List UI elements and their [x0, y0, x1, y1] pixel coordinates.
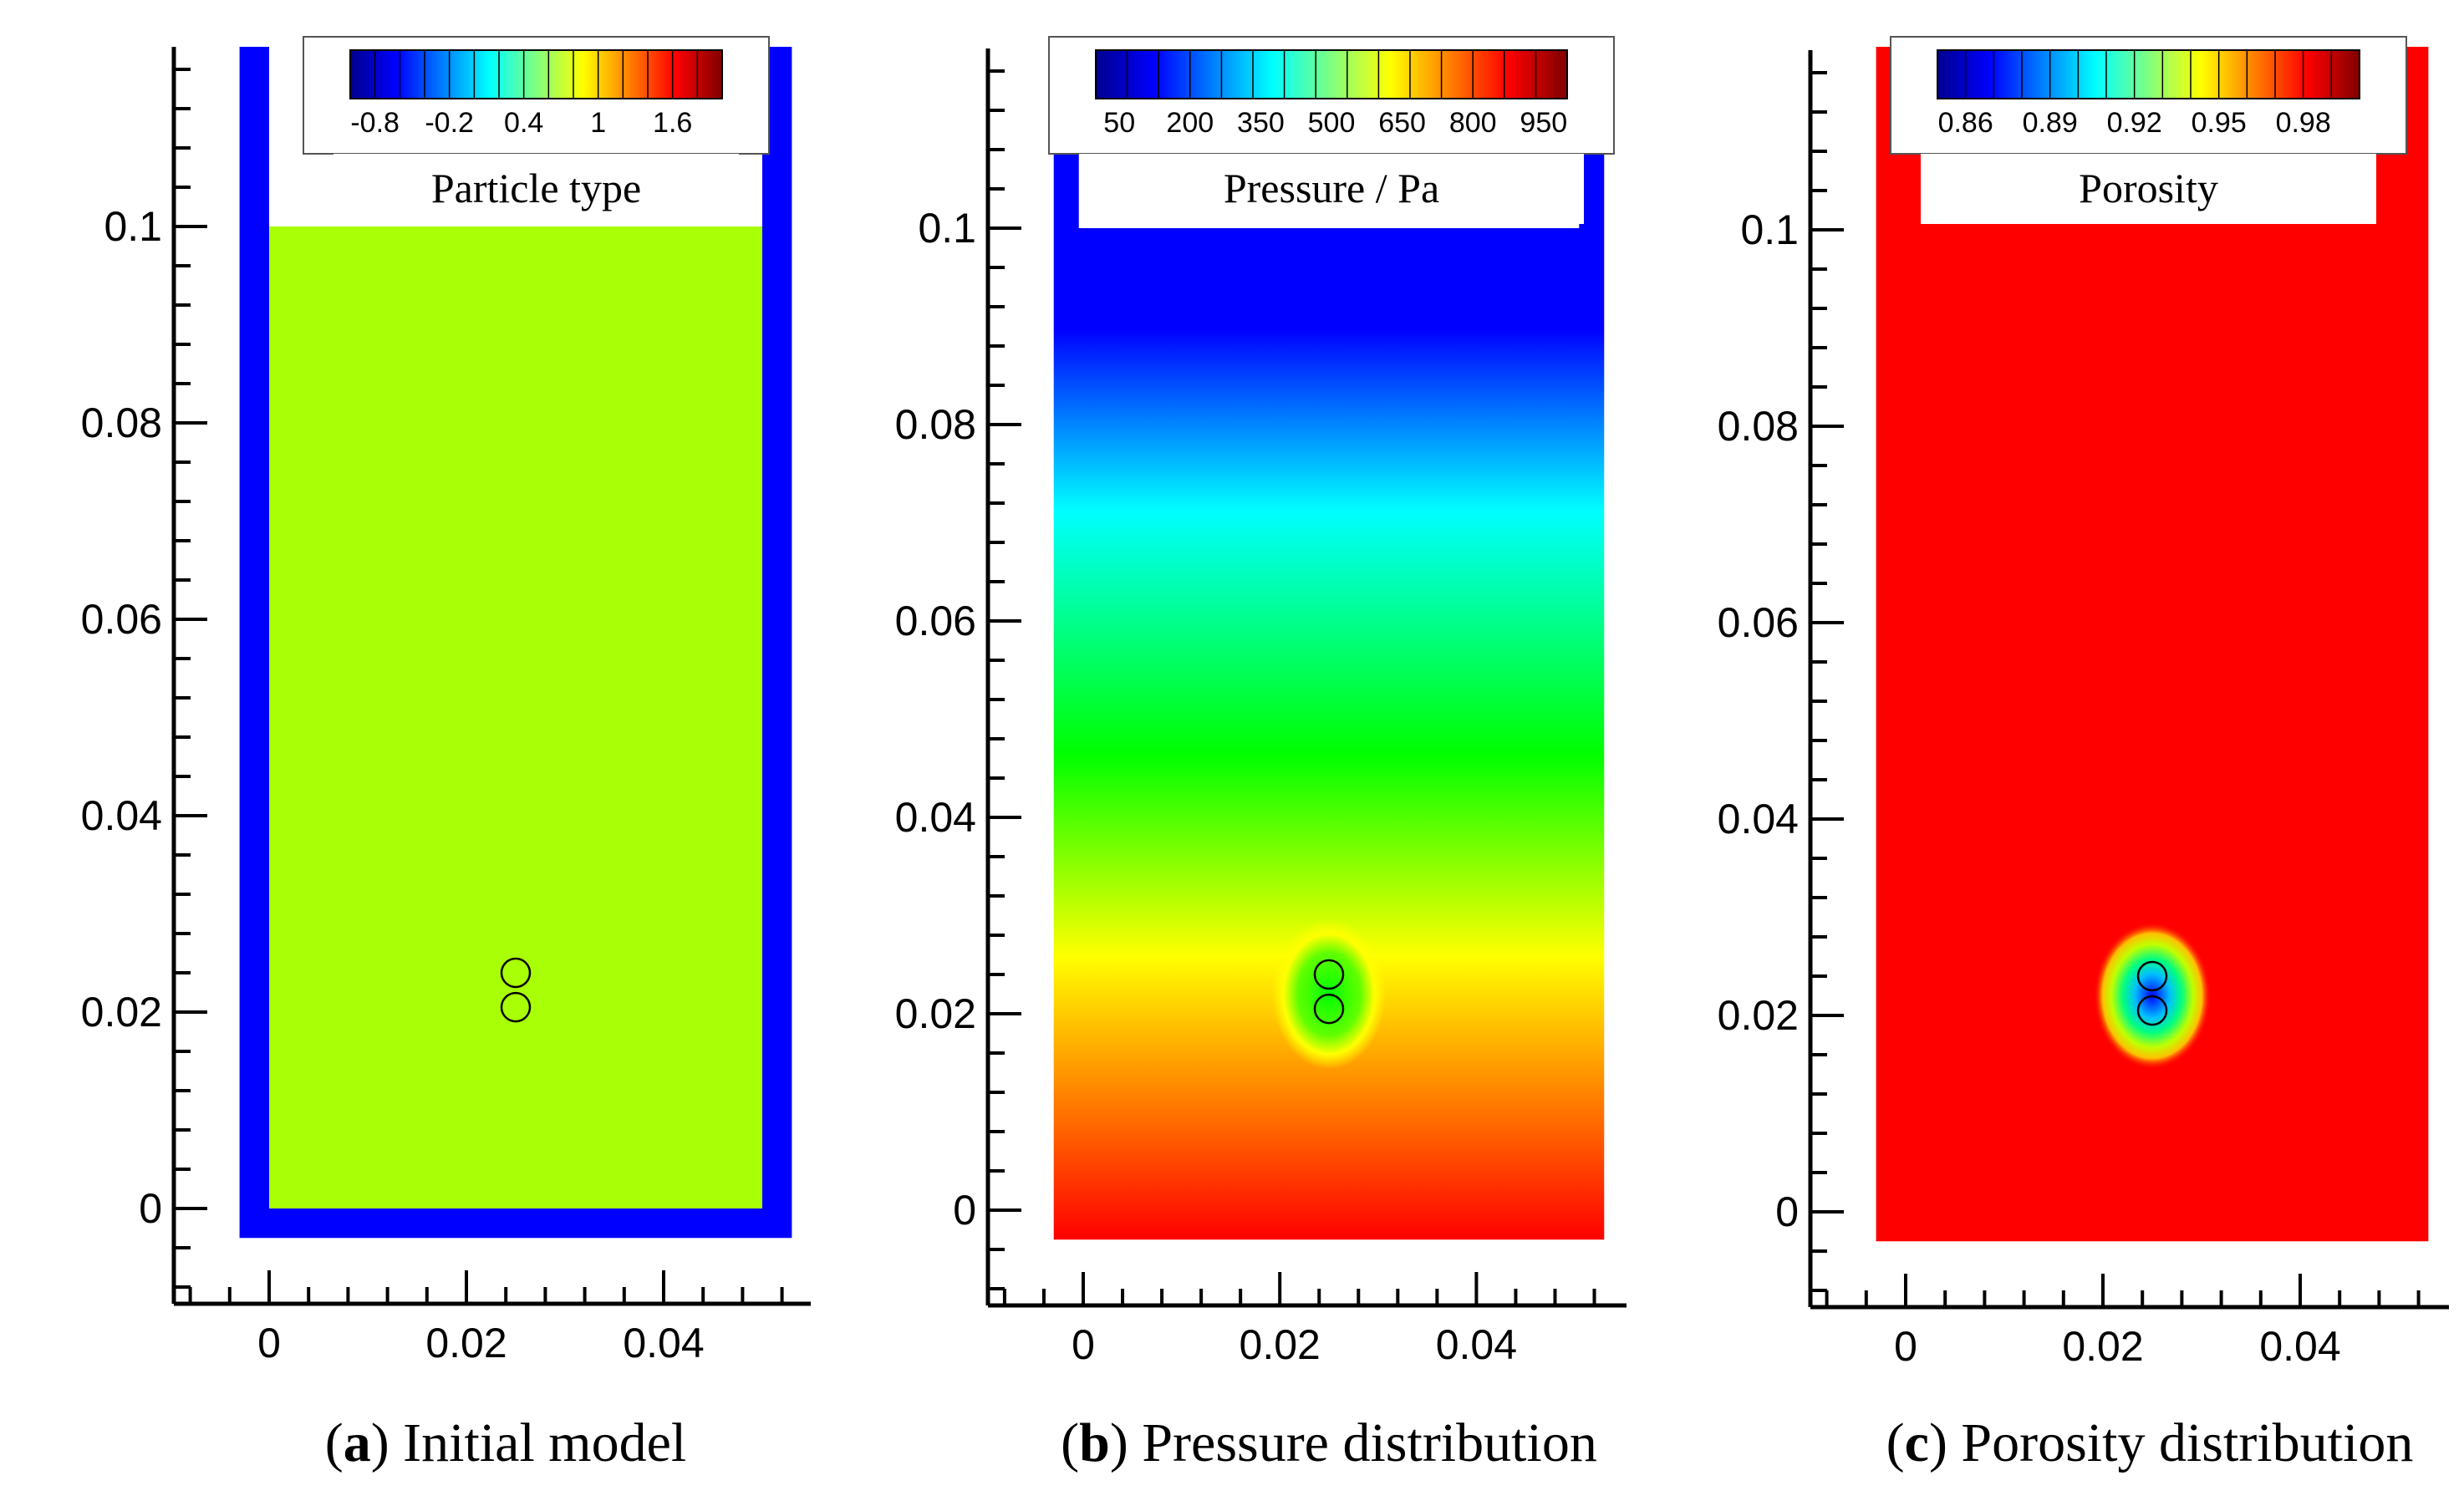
- y-tick-label: 0.1: [1740, 206, 1799, 253]
- y-tick-label: 0.04: [1718, 796, 1799, 842]
- legend-title-box: [1921, 154, 2376, 224]
- y-tick-label: 0.06: [895, 598, 976, 644]
- x-tick-label: 0: [1894, 1323, 1917, 1370]
- particle-marker: [500, 957, 532, 989]
- colorbar: [1937, 49, 2360, 99]
- y-tick-label: 0.1: [104, 203, 162, 250]
- pressure-field: [1053, 228, 1605, 1240]
- y-tick-label: 0.02: [1718, 992, 1799, 1039]
- colorbar-tick-label: 0.86: [1938, 107, 1993, 139]
- colorbar-tick-label: 650: [1378, 107, 1426, 139]
- colorbar-tick-label: 0.4: [504, 107, 543, 139]
- colorbar-tick-label: 950: [1520, 107, 1567, 139]
- y-tick-label: 0.08: [1718, 403, 1799, 450]
- y-tick-label: 0.08: [895, 401, 976, 448]
- colorbar-tick-label: 200: [1166, 107, 1214, 139]
- panel-caption: (b) Pressure distribution: [1061, 1412, 1597, 1473]
- caption-text: ) Porosity distribution: [1929, 1412, 2413, 1473]
- legend-title: Pressure / Pa: [1224, 165, 1439, 211]
- colorbar-tick-label: 1.6: [653, 107, 692, 139]
- colorbar-tick-label: 800: [1449, 107, 1497, 139]
- x-tick-label: 0.02: [2062, 1323, 2143, 1370]
- colorbar-tick-label: 0.92: [2107, 107, 2162, 139]
- colorbar-tick-label: -0.8: [350, 107, 400, 139]
- colorbar: [1095, 49, 1568, 99]
- particle-marker: [2136, 960, 2168, 992]
- legend-title: Porosity: [2079, 165, 2218, 211]
- y-tick-label: 0.06: [81, 596, 162, 643]
- caption-open-paren: (: [325, 1412, 344, 1473]
- caption-text: ) Initial model: [371, 1412, 687, 1473]
- x-tick-label: 0: [257, 1320, 281, 1366]
- caption-letter: a: [344, 1412, 371, 1473]
- caption-text: ) Pressure distribution: [1110, 1412, 1597, 1473]
- panel-a: 0 0.02 0.04 0.06 0.08 0.1 0 0.02 0.04 -0.8 -0.2 0.4…: [81, 36, 811, 1473]
- colorbar-tick-label: 350: [1237, 107, 1285, 139]
- caption-open-paren: (: [1886, 1412, 1905, 1473]
- x-tick-label: 0.04: [623, 1320, 704, 1366]
- y-tick-label: 0.04: [81, 792, 162, 839]
- legend-title-box: [1079, 154, 1584, 224]
- y-tick-label: 0.02: [81, 989, 162, 1035]
- y-tick-label: 0: [139, 1185, 162, 1232]
- colorbar-tick-label: 1: [590, 107, 606, 139]
- colorbar-tick-label: 50: [1103, 107, 1135, 139]
- caption-letter: b: [1079, 1412, 1110, 1473]
- particle-marker: [500, 991, 532, 1023]
- y-tick-label: 0.06: [1718, 599, 1799, 646]
- x-tick-label: 0: [1072, 1321, 1095, 1368]
- panel-c: 0 0.02 0.04 0.06 0.08 0.1 0 0.02 0.04 0.86 0.89 0.9…: [1718, 36, 2449, 1473]
- y-tick-label: 0: [1775, 1188, 1799, 1235]
- particle-marker: [2136, 995, 2168, 1026]
- fluid-region: [269, 226, 762, 1208]
- y-tick-label: 0.1: [918, 205, 976, 252]
- colorbar: [349, 49, 723, 99]
- caption-open-paren: (: [1061, 1412, 1079, 1473]
- caption-letter: c: [1905, 1412, 1929, 1473]
- colorbar-tick-label: 0.95: [2192, 107, 2247, 139]
- y-tick-label: 0.04: [895, 794, 976, 841]
- panel-b: 0 0.02 0.04 0.06 0.08 0.1 0 0.02 0.04 50 200 350 500…: [895, 36, 1627, 1473]
- legend-title-box: [333, 154, 739, 224]
- x-tick-label: 0.02: [1240, 1321, 1321, 1368]
- particle-marker: [1313, 959, 1345, 990]
- y-tick-label: 0.08: [81, 399, 162, 446]
- colorbar-tick-label: -0.2: [425, 107, 474, 139]
- y-tick-label: 0.02: [895, 990, 976, 1037]
- x-tick-label: 0.02: [425, 1320, 507, 1366]
- colorbar-tick-label: 0.89: [2023, 107, 2078, 139]
- legend-title: Particle type: [431, 165, 641, 211]
- y-tick-label: 0: [953, 1187, 976, 1234]
- panel-caption: (a) Initial model: [325, 1412, 687, 1473]
- particle-marker: [1313, 993, 1345, 1025]
- x-tick-label: 0.04: [1436, 1321, 1517, 1368]
- x-tick-label: 0.04: [2259, 1323, 2340, 1370]
- colorbar-tick-label: 0.98: [2276, 107, 2331, 139]
- panel-caption: (c) Porosity distribution: [1886, 1412, 2414, 1473]
- colorbar-tick-label: 500: [1308, 107, 1356, 139]
